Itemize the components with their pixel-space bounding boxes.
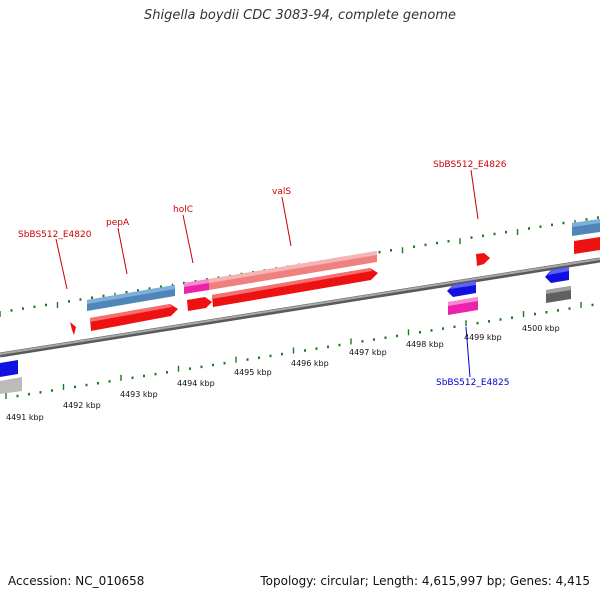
gene-holC-arrow[interactable] (187, 297, 212, 311)
gene-pepA-feature[interactable] (87, 285, 175, 311)
kbp-label: 4494 kbp (177, 379, 215, 388)
kbp-label: 4491 kbp (6, 413, 44, 422)
kbp-label: 4500 kbp (522, 324, 560, 333)
kbp-label: 4492 kbp (63, 401, 101, 410)
gene-label-SbBS512_E4825: SbBS512_E4825 (436, 378, 509, 388)
label-leader-lines (55, 169, 479, 378)
gene-edge-red-feature[interactable] (574, 237, 600, 254)
gene-label-pepA: pepA (106, 218, 130, 228)
genome-backbone (0, 257, 600, 358)
gene-valS-rna-feature[interactable] (209, 251, 377, 290)
gene-SbBS512_E4825-feature[interactable] (448, 297, 478, 315)
kbp-label: 4498 kbp (406, 340, 444, 349)
gene-edge-steel-feature[interactable] (572, 219, 600, 236)
gene-label-valS: valS (272, 187, 291, 197)
gene-pepA-arrow[interactable] (90, 304, 178, 331)
genome-stats-text: Topology: circular; Length: 4,615,997 bp… (260, 574, 590, 588)
reverse-tick-track (5, 302, 594, 400)
gene-SbBS512_E4826-arrow[interactable] (476, 253, 490, 266)
map-title: Shigella boydii CDC 3083-94, complete ge… (143, 8, 457, 23)
gene-edge-blue-feature[interactable] (0, 360, 18, 377)
gene-valS-arrow[interactable] (212, 268, 378, 307)
gene-edge-lightgray-feature[interactable] (0, 377, 22, 394)
gene-holC-feature[interactable] (184, 279, 209, 294)
gene-label-SbBS512_E4826: SbBS512_E4826 (433, 160, 507, 170)
accession-text: Accession: NC_010658 (8, 574, 145, 588)
kbp-label: 4497 kbp (349, 348, 387, 357)
kbp-label: 4499 kbp (464, 333, 502, 342)
gene-label-holC: holC (173, 205, 193, 215)
kbp-label: 4495 kbp (234, 368, 272, 377)
gene-reverse-blue-arrow-1[interactable] (447, 281, 476, 297)
gene-reverse-blue-arrow-2[interactable] (545, 267, 569, 283)
gene-label-SbBS512_E4820: SbBS512_E4820 (18, 230, 92, 240)
gene-SbBS512_E4820-arrow[interactable] (70, 322, 76, 335)
kbp-label: 4496 kbp (291, 359, 329, 368)
gene-reverse-gray-feature[interactable] (546, 286, 571, 303)
kbp-label: 4493 kbp (120, 390, 158, 399)
